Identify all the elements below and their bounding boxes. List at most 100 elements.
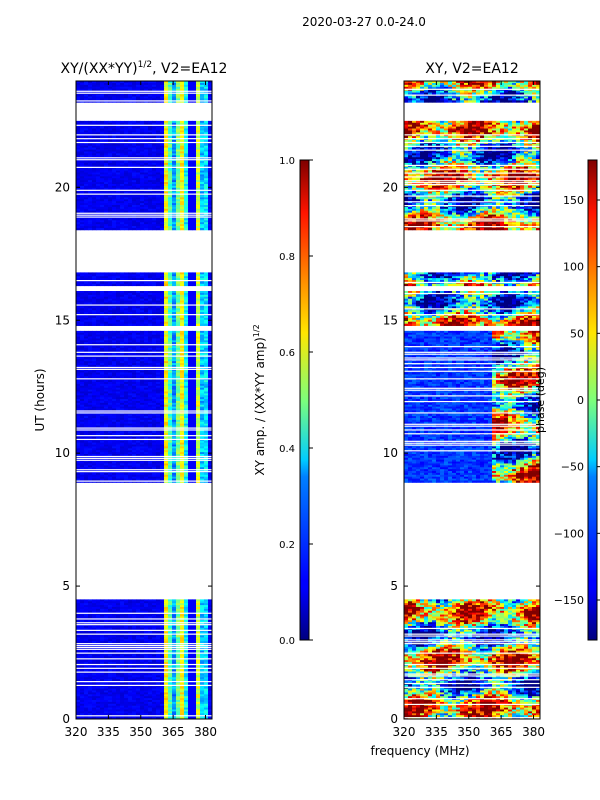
heatmap-cell xyxy=(80,393,85,396)
heatmap-cell xyxy=(136,359,141,362)
heatmap-cell xyxy=(184,639,189,642)
heatmap-cell xyxy=(152,677,157,680)
heatmap-cell xyxy=(200,419,205,423)
heatmap-cell xyxy=(140,660,145,663)
heatmap-cell xyxy=(200,334,205,337)
heatmap-cell xyxy=(176,291,181,294)
heatmap-cell xyxy=(160,682,165,686)
heatmap-cell xyxy=(96,433,101,436)
heatmap-cell xyxy=(188,353,193,356)
heatmap-cell xyxy=(96,391,101,394)
heatmap-cell xyxy=(176,478,181,481)
heatmap-cell xyxy=(112,340,117,343)
heatmap-cell xyxy=(208,402,212,406)
heatmap-cell xyxy=(168,665,173,669)
heatmap-cell xyxy=(160,694,165,697)
flagged-row xyxy=(76,715,212,717)
heatmap-cell xyxy=(124,665,129,669)
heatmap-cell xyxy=(116,717,121,719)
heatmap-cell xyxy=(128,610,133,614)
heatmap-cell xyxy=(208,330,212,334)
heatmap-cell xyxy=(108,338,113,341)
heatmap-cell xyxy=(112,472,117,476)
heatmap-cell xyxy=(104,476,109,480)
heatmap-cell xyxy=(92,385,97,389)
heatmap-cell xyxy=(136,654,141,657)
heatmap-cell xyxy=(108,665,113,669)
heatmap-cell xyxy=(104,433,109,436)
heatmap-cell xyxy=(152,703,157,707)
heatmap-cell xyxy=(96,346,101,349)
heatmap-cell xyxy=(124,669,129,672)
heatmap-cell xyxy=(160,446,165,449)
heatmap-cell xyxy=(176,703,181,707)
heatmap-cell xyxy=(160,608,165,612)
heatmap-cell xyxy=(92,705,97,709)
heatmap-cell xyxy=(100,616,105,619)
heatmap-cell xyxy=(96,347,101,351)
heatmap-cell xyxy=(176,408,181,411)
heatmap-cell xyxy=(168,376,173,379)
heatmap-cell xyxy=(156,338,161,341)
heatmap-cell xyxy=(88,703,93,707)
heatmap-cell xyxy=(160,625,165,629)
heatmap-cell xyxy=(168,399,173,402)
heatmap-cell xyxy=(132,452,137,455)
heatmap-cell xyxy=(84,610,89,614)
heatmap-cell xyxy=(144,340,149,343)
heatmap-cell xyxy=(200,387,205,390)
heatmap-cell xyxy=(160,610,165,614)
heatmap-cell xyxy=(136,476,141,480)
heatmap-cell xyxy=(176,709,181,712)
heatmap-cell xyxy=(116,440,121,444)
heatmap-cell xyxy=(112,614,117,617)
heatmap-cell xyxy=(100,347,105,351)
heatmap-cell xyxy=(104,694,109,697)
heatmap-cell xyxy=(148,446,153,449)
heatmap-cell xyxy=(84,338,89,341)
heatmap-cell xyxy=(104,675,109,678)
heatmap-cell xyxy=(180,446,185,449)
heatmap-cell xyxy=(188,359,193,362)
heatmap-cell xyxy=(104,654,109,657)
heatmap-cell xyxy=(176,641,181,644)
heatmap-cell xyxy=(76,474,81,478)
heatmap-cell xyxy=(116,639,121,642)
heatmap-cell xyxy=(156,402,161,406)
heatmap-cell xyxy=(88,425,93,428)
heatmap-cell xyxy=(128,380,133,383)
heatmap-cell xyxy=(164,474,169,478)
heatmap-cell xyxy=(140,620,145,623)
heatmap-cell xyxy=(148,677,153,680)
heatmap-cell xyxy=(176,654,181,657)
heatmap-cell xyxy=(160,361,165,364)
heatmap-cell xyxy=(104,353,109,356)
heatmap-cell xyxy=(204,380,209,383)
heatmap-cell xyxy=(140,448,145,451)
heatmap-cell xyxy=(172,620,177,623)
heatmap-cell xyxy=(144,334,149,337)
heatmap-cell xyxy=(156,625,161,629)
heatmap-cell xyxy=(188,395,193,398)
heatmap-cell xyxy=(168,292,173,296)
heatmap-cell xyxy=(80,421,85,425)
heatmap-cell xyxy=(124,709,129,712)
heatmap-cell xyxy=(148,463,153,466)
heatmap-cell xyxy=(96,448,101,451)
heatmap-cell xyxy=(148,696,153,699)
heatmap-cell xyxy=(80,452,85,455)
heatmap-cell xyxy=(172,370,177,373)
heatmap-cell xyxy=(88,421,93,425)
heatmap-cell xyxy=(196,292,201,296)
heatmap-cell xyxy=(124,463,129,466)
heatmap-cell xyxy=(88,347,93,351)
heatmap-cell xyxy=(120,610,125,614)
heatmap-cell xyxy=(120,372,125,375)
heatmap-cell xyxy=(76,650,81,653)
heatmap-cell xyxy=(108,465,113,468)
heatmap-cell xyxy=(188,620,193,623)
heatmap-cell xyxy=(204,637,209,640)
heatmap-cell xyxy=(184,675,189,678)
heatmap-cell xyxy=(180,372,185,375)
heatmap-cell xyxy=(132,450,137,453)
